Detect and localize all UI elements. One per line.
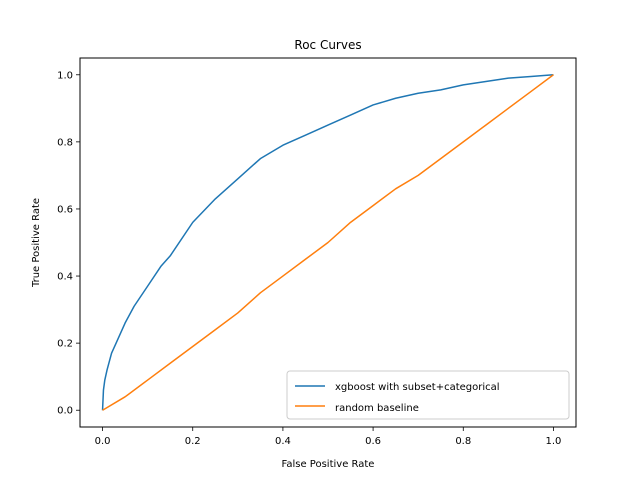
y-tick-label: 1.0 (57, 70, 73, 81)
y-tick-label: 0.4 (57, 272, 73, 283)
y-tick-label: 0.2 (57, 339, 73, 350)
plot-frame (79, 57, 577, 428)
axis-ticks: 0.0 0.2 0.4 0.6 0.8 1.0 0.0 0.2 0.4 0.6 0.8 1.0 (57, 70, 561, 447)
chart-title: Roc Curves (294, 38, 361, 52)
x-tick-label: 1.0 (546, 436, 562, 447)
x-tick-label: 0.6 (365, 436, 381, 447)
plot-area (101, 74, 554, 411)
series-line-random-baseline (102, 74, 554, 411)
series-line-xgboost-with-subset-categorical (101, 74, 554, 411)
y-tick-label: 0.8 (57, 137, 73, 148)
legend-label-xgboost: xgboost with subset+categorical (335, 382, 500, 393)
x-axis-label: False Positive Rate (282, 459, 375, 470)
legend-box (286, 370, 570, 420)
x-tick-label: 0.4 (275, 436, 291, 447)
y-tick-label: 0.6 (57, 204, 73, 215)
y-axis-label: True Positive Rate (31, 198, 42, 288)
x-tick-label: 0.0 (95, 436, 111, 447)
y-tick-label: 0.0 (57, 406, 73, 417)
legend: xgboost with subset+categorical random b… (286, 370, 570, 420)
x-tick-label: 0.2 (185, 436, 201, 447)
x-tick-label: 0.8 (455, 436, 471, 447)
legend-label-random-baseline: random baseline (335, 403, 419, 414)
